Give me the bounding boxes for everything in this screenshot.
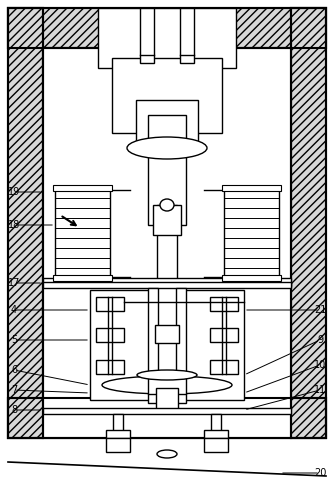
Bar: [148, 115, 186, 225]
Bar: [43, 48, 291, 398]
Bar: [210, 297, 238, 311]
Text: 19: 19: [8, 187, 20, 197]
Bar: [176, 288, 186, 403]
Text: 17: 17: [8, 278, 20, 288]
Bar: [180, 8, 194, 63]
Text: 10: 10: [314, 360, 326, 370]
Text: 5: 5: [11, 335, 17, 345]
Ellipse shape: [102, 376, 232, 394]
Bar: [106, 430, 130, 438]
Bar: [53, 275, 112, 281]
Bar: [157, 205, 177, 335]
Bar: [8, 398, 326, 438]
Bar: [148, 378, 186, 394]
Bar: [43, 398, 291, 438]
Text: 4: 4: [11, 305, 17, 315]
Ellipse shape: [137, 370, 197, 380]
Text: 7: 7: [11, 385, 17, 395]
Text: 6: 6: [11, 365, 17, 375]
Bar: [211, 414, 221, 432]
Bar: [90, 290, 244, 400]
Text: 18: 18: [8, 220, 20, 230]
Text: 21: 21: [314, 305, 326, 315]
Bar: [53, 185, 112, 191]
Bar: [8, 398, 326, 438]
Bar: [43, 282, 291, 288]
Bar: [106, 438, 130, 452]
Bar: [96, 297, 124, 311]
Bar: [148, 8, 186, 98]
Bar: [291, 8, 326, 438]
Text: 9: 9: [317, 335, 323, 345]
Bar: [8, 8, 326, 48]
Text: 11: 11: [314, 385, 326, 395]
Ellipse shape: [157, 450, 177, 458]
Bar: [8, 8, 43, 438]
Bar: [8, 8, 43, 438]
Bar: [55, 188, 110, 278]
Bar: [204, 438, 228, 452]
Bar: [291, 8, 326, 438]
Bar: [222, 275, 281, 281]
Text: 8: 8: [11, 405, 17, 415]
Bar: [210, 328, 238, 342]
Bar: [43, 278, 291, 286]
Bar: [140, 8, 154, 63]
Bar: [8, 8, 326, 48]
Bar: [153, 205, 181, 235]
Bar: [43, 48, 291, 438]
Ellipse shape: [160, 199, 174, 211]
Bar: [204, 430, 228, 438]
Bar: [155, 325, 179, 343]
Bar: [148, 288, 158, 403]
Text: 20: 20: [314, 468, 326, 478]
Ellipse shape: [127, 137, 207, 159]
Bar: [96, 328, 124, 342]
Bar: [112, 58, 222, 133]
Bar: [156, 388, 178, 410]
Bar: [96, 360, 124, 374]
Bar: [222, 185, 281, 191]
Bar: [98, 8, 236, 68]
Bar: [113, 414, 123, 432]
Bar: [136, 100, 198, 150]
Bar: [43, 408, 291, 414]
Bar: [210, 360, 238, 374]
Bar: [224, 188, 279, 278]
